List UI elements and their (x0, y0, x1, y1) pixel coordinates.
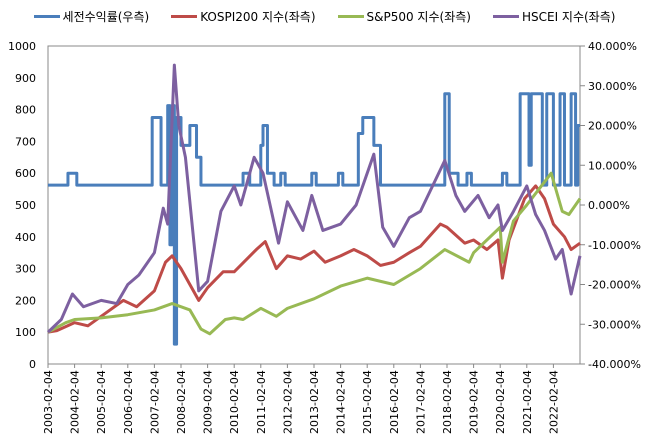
x-tick-label: 2012-02-04 (281, 370, 294, 434)
x-tick-label: 2010-02-04 (228, 370, 241, 434)
legend-item: 세전수익률(우측) (33, 8, 150, 25)
legend-item: S&P500 지수(좌측) (337, 8, 471, 25)
x-tick-label: 2008-02-04 (175, 370, 188, 434)
x-tick-label: 2021-02-04 (521, 370, 534, 434)
y-left-tick-label: 200 (15, 294, 36, 307)
x-tick-label: 2005-02-04 (95, 370, 108, 434)
y-left-tick-label: 1000 (8, 40, 36, 53)
legend-item: HSCEI 지수(좌측) (492, 8, 616, 25)
legend: 세전수익률(우측) KOSPI200 지수(좌측) S&P500 지수(좌측) HSC… (0, 8, 649, 25)
legend-swatch (33, 15, 60, 18)
x-tick-label: 2009-02-04 (202, 370, 215, 434)
y-left-tick-label: 800 (15, 104, 36, 117)
legend-label: HSCEI 지수(좌측) (521, 10, 616, 24)
x-tick-label: 2022-02-04 (547, 370, 560, 434)
y-left-tick-label: 700 (15, 135, 36, 148)
y-left-tick-label: 600 (15, 167, 36, 180)
x-tick-label: 2018-02-04 (441, 370, 454, 434)
x-tick-label: 2016-02-04 (388, 370, 401, 434)
y-left-tick-label: 400 (15, 231, 36, 244)
y-right-tick-label: 40.000% (588, 40, 637, 53)
y-right-tick-label: -30.000% (588, 318, 641, 331)
legend-swatch (337, 15, 364, 18)
y-left-tick-label: 100 (15, 326, 36, 339)
y-left-tick-label: 500 (15, 199, 36, 212)
series-line-3 (46, 63, 582, 334)
x-tick-label: 2019-02-04 (468, 370, 481, 434)
x-tick-label: 2014-02-04 (335, 370, 348, 434)
y-left-tick-label: 300 (15, 263, 36, 276)
legend-label: KOSPI200 지수(좌측) (200, 10, 316, 24)
x-tick-label: 2004-02-04 (69, 370, 82, 434)
x-tick-label: 2007-02-04 (148, 370, 161, 434)
legend-item: KOSPI200 지수(좌측) (171, 8, 316, 25)
y-left-tick-label: 0 (29, 358, 36, 371)
y-right-tick-label: 20.000% (588, 120, 637, 133)
legend-swatch (492, 15, 519, 18)
y-left-tick-label: 900 (15, 72, 36, 85)
legend-label: 세전수익률(우측) (62, 10, 150, 24)
y-right-tick-label: -20.000% (588, 279, 641, 292)
x-tick-label: 2006-02-04 (122, 370, 135, 434)
x-tick-label: 2017-02-04 (414, 370, 427, 434)
legend-label: S&P500 지수(좌측) (366, 10, 471, 24)
y-right-tick-label: -10.000% (588, 239, 641, 252)
legend-swatch (171, 15, 198, 18)
y-right-tick-label: 10.000% (588, 159, 637, 172)
series-line-2 (47, 171, 582, 336)
y-right-tick-label: -40.000% (588, 358, 641, 371)
y-right-tick-label: 0.000% (588, 199, 630, 212)
x-tick-label: 2013-02-04 (308, 370, 321, 434)
x-tick-label: 2011-02-04 (255, 370, 268, 434)
x-tick-label: 2015-02-04 (361, 370, 374, 434)
x-tick-label: 2003-02-04 (42, 370, 55, 434)
x-tick-label: 2020-02-04 (494, 370, 507, 434)
y-right-tick-label: 30.000% (588, 80, 637, 93)
series-line-1 (47, 184, 581, 334)
